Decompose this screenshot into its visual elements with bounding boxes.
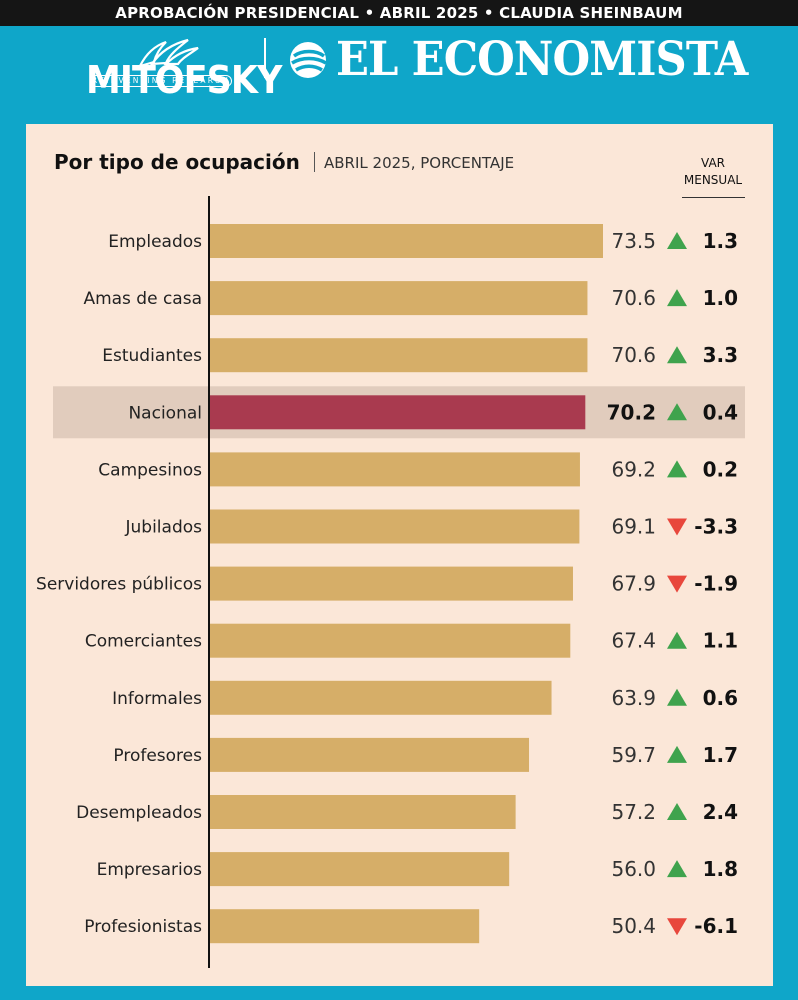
bar bbox=[209, 795, 516, 829]
value-label: 56.0 bbox=[611, 857, 656, 881]
category-label: Empleados bbox=[108, 232, 202, 252]
category-label: Amas de casa bbox=[83, 289, 202, 309]
change-label: 1.3 bbox=[703, 229, 738, 253]
change-label: 1.7 bbox=[703, 743, 738, 767]
bar bbox=[209, 509, 580, 544]
change-label: 1.0 bbox=[703, 286, 738, 310]
chart-panel bbox=[26, 124, 773, 986]
value-label: 50.4 bbox=[611, 914, 656, 938]
el-economista-logo-text: EL ECONOMISTA bbox=[336, 32, 748, 87]
change-label: 3.3 bbox=[703, 343, 738, 367]
chart-subtitle: ABRIL 2025, PORCENTAJE bbox=[324, 154, 515, 172]
triangle-up-icon bbox=[667, 403, 687, 421]
change-label: 1.8 bbox=[703, 857, 738, 881]
bar bbox=[209, 281, 588, 316]
change-label: 2.4 bbox=[703, 800, 738, 824]
value-label: 67.4 bbox=[611, 629, 656, 653]
value-label: 67.9 bbox=[611, 572, 656, 596]
category-label: Estudiantes bbox=[102, 346, 202, 366]
mitofsky-tagline: REINVENTING RESEARCH bbox=[90, 75, 232, 87]
triangle-up-icon bbox=[667, 860, 687, 878]
el-economista-logo-icon bbox=[290, 42, 327, 78]
value-label: 70.2 bbox=[607, 400, 656, 424]
bar bbox=[209, 338, 588, 373]
category-label: Desempleados bbox=[76, 803, 202, 823]
change-label: -3.3 bbox=[694, 515, 738, 539]
chart-title: Por tipo de ocupación bbox=[54, 150, 300, 174]
triangle-down-icon bbox=[667, 518, 687, 536]
triangle-down-icon bbox=[667, 918, 687, 936]
triangle-down-icon bbox=[667, 575, 687, 593]
triangle-up-icon bbox=[667, 803, 687, 820]
change-header-rule bbox=[682, 197, 745, 198]
bar bbox=[209, 623, 571, 658]
bar bbox=[209, 452, 580, 487]
category-label: Comerciantes bbox=[85, 632, 202, 652]
bar bbox=[209, 737, 530, 772]
value-label: 57.2 bbox=[611, 800, 656, 824]
value-label: 59.7 bbox=[611, 743, 656, 767]
value-label: 73.5 bbox=[611, 229, 656, 253]
triangle-up-icon bbox=[667, 460, 687, 478]
category-label: Jubilados bbox=[125, 518, 203, 538]
bar bbox=[209, 909, 480, 944]
value-label: 69.2 bbox=[611, 457, 656, 481]
value-label: 63.9 bbox=[611, 686, 656, 710]
change-label: 0.2 bbox=[703, 457, 738, 481]
bar bbox=[209, 852, 510, 887]
category-label: Servidores públicos bbox=[36, 575, 202, 595]
category-label: Empresarios bbox=[97, 860, 203, 880]
category-label: Profesores bbox=[113, 746, 202, 766]
change-column-header: VAR MENSUAL bbox=[683, 156, 743, 187]
bar bbox=[209, 224, 603, 258]
triangle-up-icon bbox=[667, 631, 687, 649]
change-label: 1.1 bbox=[703, 629, 738, 653]
brand-header: MITOFSKY bbox=[0, 26, 798, 124]
change-label: -6.1 bbox=[694, 914, 738, 938]
brand-divider bbox=[264, 38, 266, 78]
category-label: Campesinos bbox=[98, 460, 202, 480]
value-label: 69.1 bbox=[611, 515, 656, 539]
triangle-up-icon bbox=[667, 289, 687, 307]
bar bbox=[209, 395, 586, 430]
change-label: 0.4 bbox=[703, 400, 738, 424]
category-label: Informales bbox=[112, 689, 202, 709]
triangle-up-icon bbox=[667, 688, 687, 706]
triangle-up-icon bbox=[667, 346, 687, 364]
value-label: 70.6 bbox=[611, 286, 656, 310]
triangle-up-icon bbox=[667, 745, 687, 763]
change-label: -1.9 bbox=[694, 572, 738, 596]
mitofsky-bird-icon bbox=[137, 38, 199, 68]
change-label: 0.6 bbox=[703, 686, 738, 710]
category-label: Nacional bbox=[128, 403, 202, 423]
banner-title: APROBACIÓN PRESIDENCIAL • ABRIL 2025 • C… bbox=[0, 0, 798, 26]
mitofsky-logo-text: MITOFSKY bbox=[86, 58, 282, 102]
category-label: Profesionistas bbox=[84, 917, 202, 937]
bar bbox=[209, 680, 552, 715]
triangle-up-icon bbox=[667, 232, 687, 249]
value-label: 70.6 bbox=[611, 343, 656, 367]
title-separator bbox=[314, 152, 315, 172]
bar bbox=[209, 566, 573, 601]
